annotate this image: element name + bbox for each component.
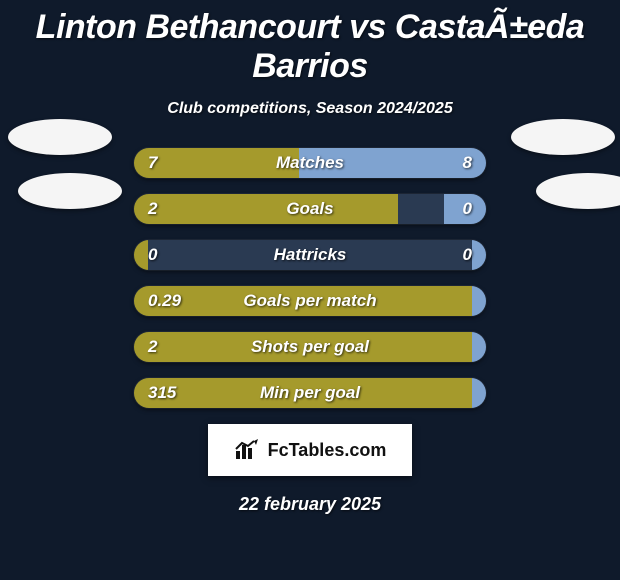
stat-row: 78Matches — [134, 148, 486, 178]
player1-avatar — [8, 119, 112, 155]
stat-bar-left — [134, 378, 472, 408]
stat-bar-left — [134, 332, 472, 362]
player1-avatar-shadow — [18, 173, 122, 209]
date-label: 22 february 2025 — [0, 494, 620, 515]
stat-value-left: 2 — [148, 332, 157, 362]
stat-label: Hattricks — [134, 240, 486, 270]
stat-bar-right — [472, 378, 486, 408]
stat-bar-left — [134, 148, 299, 178]
stat-bar-right — [299, 148, 486, 178]
chart-icon — [234, 439, 262, 461]
stat-bar-left — [134, 240, 148, 270]
stat-value-right: 0 — [463, 194, 472, 224]
stat-value-left: 2 — [148, 194, 157, 224]
stat-bar-right — [472, 240, 486, 270]
logo-text: FcTables.com — [268, 440, 387, 461]
stat-row: 20Goals — [134, 194, 486, 224]
fctables-logo: FcTables.com — [208, 424, 412, 476]
stat-value-right: 0 — [463, 240, 472, 270]
stat-value-right: 8 — [463, 148, 472, 178]
stat-row: 2Shots per goal — [134, 332, 486, 362]
stat-row: 0 0Hattricks — [134, 240, 486, 270]
stat-value-left: 0 — [148, 240, 157, 270]
player2-avatar-shadow — [536, 173, 620, 209]
player2-avatar — [511, 119, 615, 155]
stats-container: 78Matches20Goals00Hattricks0.29Goals per… — [134, 148, 486, 408]
subtitle: Club competitions, Season 2024/2025 — [0, 100, 620, 118]
stat-row: 315Min per goal — [134, 378, 486, 408]
stat-bar-right — [472, 286, 486, 316]
stat-value-left: 7 — [148, 148, 157, 178]
stat-value-left: 0.29 — [148, 286, 181, 316]
stat-bar-left — [134, 286, 472, 316]
stat-bar-right — [472, 332, 486, 362]
stat-bar-left — [134, 194, 398, 224]
stat-value-left: 315 — [148, 378, 176, 408]
stat-row: 0.29Goals per match — [134, 286, 486, 316]
page-title: Linton Bethancourt vs CastaÃ±eda Barrios — [0, 0, 620, 86]
